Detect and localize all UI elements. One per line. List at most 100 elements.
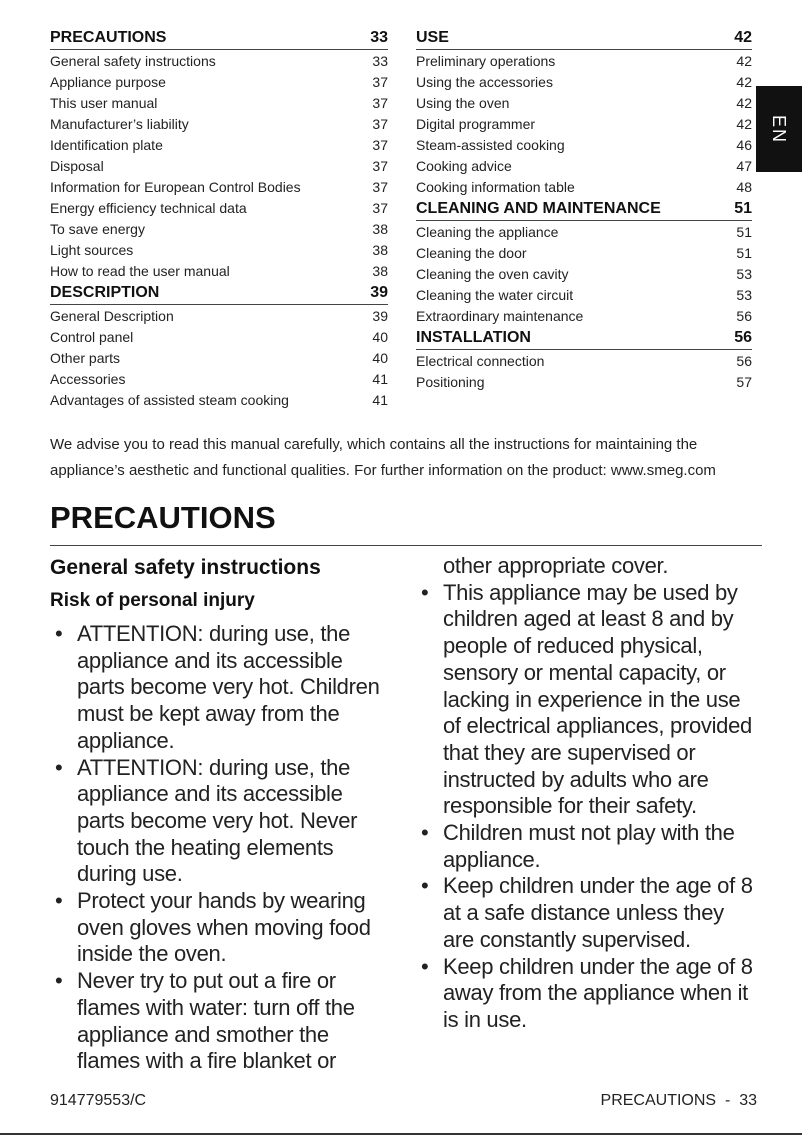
toc-entry-label: This user manual <box>50 95 158 111</box>
toc-entry-label: Cleaning the door <box>416 245 527 261</box>
toc-entry[interactable]: Cooking information table 48 <box>416 177 752 198</box>
intro-text: We advise you to read this manual carefu… <box>50 436 716 479</box>
toc-entry-label: Cleaning the water circuit <box>416 287 574 303</box>
toc-entry-page: 53 <box>736 266 752 282</box>
toc-entry[interactable]: Control panel 40 <box>50 327 388 348</box>
toc-entry-page: 38 <box>372 242 388 258</box>
toc-entry-page: 37 <box>372 95 388 111</box>
toc-entry[interactable]: Digital programmer 42 <box>416 114 752 135</box>
toc-entry-label: Cooking information table <box>416 179 575 195</box>
toc-entry[interactable]: Other parts 40 <box>50 348 388 369</box>
toc-section-heading: CLEANING AND MAINTENANCE 51 <box>416 198 752 221</box>
footer-page-label: PRECAUTIONS - 33 <box>600 1092 757 1109</box>
toc-entry-label: Digital programmer <box>416 116 536 132</box>
toc-entry[interactable]: Accessories 41 <box>50 369 388 390</box>
toc-entry-page: 37 <box>372 74 388 90</box>
toc-entry[interactable]: Positioning 57 <box>416 372 752 393</box>
toc-entry-page: 56 <box>736 353 752 369</box>
toc-entry-page: 51 <box>736 245 752 261</box>
toc-entry[interactable]: Steam-assisted cooking 46 <box>416 135 752 156</box>
toc-entry[interactable]: Advantages of assisted steam cooking 41 <box>50 390 388 411</box>
toc-entry-page: 42 <box>736 95 752 111</box>
toc-entry-page: 51 <box>736 224 752 240</box>
toc-entry[interactable]: Cleaning the oven cavity 53 <box>416 264 752 285</box>
toc-left-column: PRECAUTIONS 33 General safety instructions… <box>50 27 388 411</box>
toc-entry-page: 40 <box>372 329 388 345</box>
bullet-item: • ATTENTION: during use, the appliance an… <box>50 755 390 889</box>
toc-entry-label: How to read the user manual <box>50 263 230 279</box>
bullet-icon: • <box>421 579 429 605</box>
toc-entry-label: Accessories <box>50 371 126 387</box>
toc-section-title: INSTALLATION <box>416 329 531 346</box>
toc-entry-page: 38 <box>372 263 388 279</box>
right-bullet-list: • This appliance may be used by children … <box>416 580 756 1034</box>
toc-entry-page: 39 <box>372 308 388 324</box>
toc-entry[interactable]: How to read the user manual 38 <box>50 261 388 282</box>
toc-section-heading: PRECAUTIONS 33 <box>50 27 388 50</box>
language-tab-label: EN <box>769 114 790 144</box>
toc-section-title: CLEANING AND MAINTENANCE <box>416 200 661 217</box>
toc-entry[interactable]: Using the oven 42 <box>416 93 752 114</box>
toc-entry-page: 41 <box>372 392 388 408</box>
toc-entry[interactable]: Extraordinary maintenance 56 <box>416 306 752 327</box>
bullet-item: • Keep children under the age of 8 at a s… <box>416 873 756 953</box>
title-divider <box>50 545 762 546</box>
toc-entry-page: 56 <box>736 308 752 324</box>
toc-entry-label: Steam-assisted cooking <box>416 137 565 153</box>
toc-entry[interactable]: Identification plate 37 <box>50 135 388 156</box>
bullet-text: Children must not play with the applianc… <box>443 820 735 872</box>
toc-entry-page: 37 <box>372 116 388 132</box>
bottom-divider <box>0 1133 802 1135</box>
bullet-text: Protect your hands by wearing oven glove… <box>77 888 371 967</box>
toc-entry[interactable]: Preliminary operations 42 <box>416 51 752 72</box>
bullet-text: Keep children under the age of 8 away fr… <box>443 953 753 1032</box>
toc-entry-label: Positioning <box>416 374 485 390</box>
toc-entry[interactable]: Cleaning the appliance 51 <box>416 222 752 243</box>
toc-entry-label: Cooking advice <box>416 158 512 174</box>
toc-entry-page: 37 <box>372 137 388 153</box>
toc-entry-label: General Description <box>50 308 174 324</box>
toc-entry[interactable]: Manufacturer’s liability 37 <box>50 114 388 135</box>
toc-entry-page: 37 <box>372 158 388 174</box>
left-bullet-list: • ATTENTION: during use, the appliance an… <box>50 621 390 1075</box>
bullet-item: • Protect your hands by wearing oven glov… <box>50 888 390 968</box>
toc-entry-page: 42 <box>736 53 752 69</box>
toc-section-heading: DESCRIPTION 39 <box>50 282 388 305</box>
toc-entry[interactable]: General safety instructions 33 <box>50 51 388 72</box>
toc-entry-page: 57 <box>736 374 752 390</box>
toc-entry[interactable]: To save energy 38 <box>50 219 388 240</box>
toc-entry-label: Manufacturer’s liability <box>50 116 189 132</box>
language-tab: EN <box>756 86 802 172</box>
toc-section-page: 39 <box>370 284 388 301</box>
section-title: General safety instructions <box>50 556 321 579</box>
toc-entry-label: Energy efficiency technical data <box>50 200 247 216</box>
toc-entry[interactable]: Appliance purpose 37 <box>50 72 388 93</box>
bullet-item: • ATTENTION: during use, the appliance an… <box>50 621 390 755</box>
toc-entry[interactable]: Energy efficiency technical data 37 <box>50 198 388 219</box>
toc-entry-label: Electrical connection <box>416 353 545 369</box>
toc-entry-page: 48 <box>736 179 752 195</box>
toc-entry-page: 37 <box>372 179 388 195</box>
toc-entry-page: 40 <box>372 350 388 366</box>
toc-entry-label: Preliminary operations <box>416 53 556 69</box>
toc-entry-label: General safety instructions <box>50 53 216 69</box>
bullet-icon: • <box>421 953 429 979</box>
toc-entry[interactable]: Disposal 37 <box>50 156 388 177</box>
toc-entry[interactable]: Cleaning the water circuit 53 <box>416 285 752 306</box>
right-text-column: other appropriate cover. • This appliance… <box>416 553 756 1034</box>
toc-section-page: 33 <box>370 29 388 46</box>
toc-entry-page: 47 <box>736 158 752 174</box>
toc-right-column: USE 42 Preliminary operations 42 Using the a… <box>416 27 752 393</box>
bullet-item: • This appliance may be used by children … <box>416 580 756 820</box>
toc-section-title: PRECAUTIONS <box>50 29 167 46</box>
toc-entry[interactable]: Information for European Control Bodies 3… <box>50 177 388 198</box>
toc-entry[interactable]: This user manual 37 <box>50 93 388 114</box>
toc-entry[interactable]: General Description 39 <box>50 306 388 327</box>
toc-entry-page: 33 <box>372 53 388 69</box>
toc-entry[interactable]: Using the accessories 42 <box>416 72 752 93</box>
toc-entry[interactable]: Electrical connection 56 <box>416 351 752 372</box>
toc-entry[interactable]: Cooking advice 47 <box>416 156 752 177</box>
toc-entry-label: Information for European Control Bodies <box>50 179 301 195</box>
toc-entry[interactable]: Cleaning the door 51 <box>416 243 752 264</box>
toc-entry[interactable]: Light sources 38 <box>50 240 388 261</box>
